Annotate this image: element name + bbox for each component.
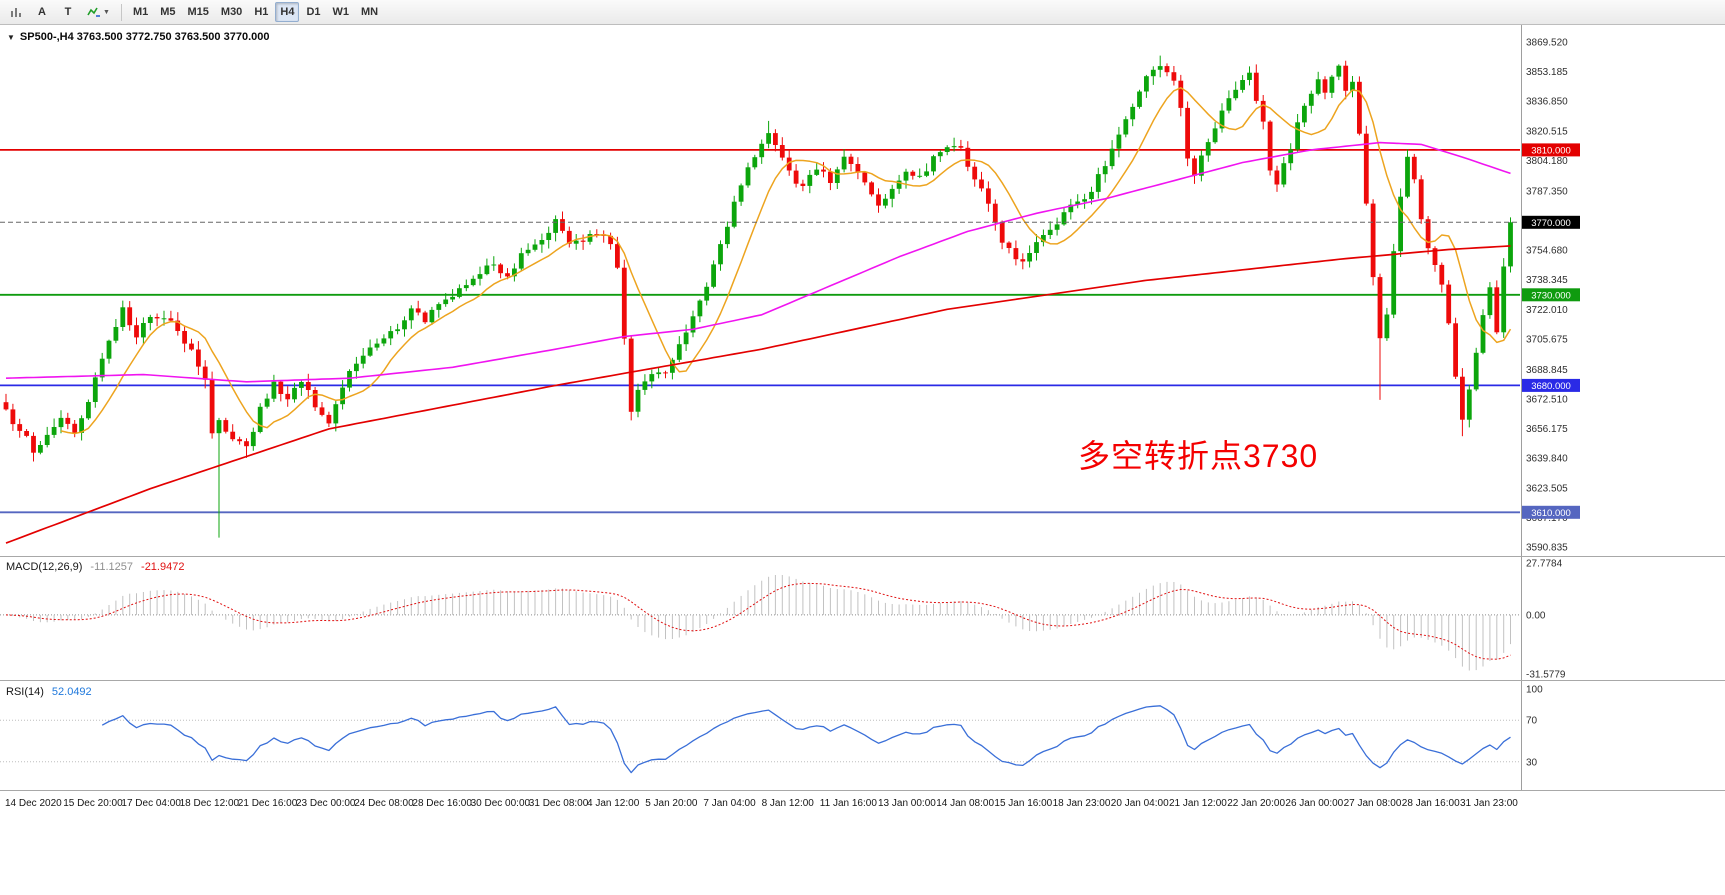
svg-text:3639.840: 3639.840	[1526, 454, 1568, 465]
svg-text:3590.835: 3590.835	[1526, 543, 1568, 554]
timeframe-button-d1[interactable]: D1	[301, 2, 325, 22]
svg-text:-31.5779: -31.5779	[1526, 670, 1566, 681]
indicator-zigzag-icon	[87, 7, 100, 17]
svg-text:18 Dec 12:00: 18 Dec 12:00	[180, 798, 240, 809]
main-toolbar: A T ▼ M1 M5 M15 M30 H1 H4 D1 W1 MN	[0, 0, 1725, 25]
rsi-title: RSI(14)	[6, 686, 44, 698]
svg-text:17 Dec 04:00: 17 Dec 04:00	[121, 798, 181, 809]
panel-separators	[0, 556, 1725, 791]
svg-text:3610.000: 3610.000	[1531, 508, 1571, 519]
svg-text:3836.850: 3836.850	[1526, 97, 1568, 108]
svg-text:5 Jan 20:00: 5 Jan 20:00	[645, 798, 698, 809]
svg-text:3722.010: 3722.010	[1526, 305, 1568, 316]
timeframe-button-m1[interactable]: M1	[128, 2, 153, 22]
svg-text:30: 30	[1526, 757, 1538, 768]
timeframe-button-m5[interactable]: M5	[155, 2, 180, 22]
timeframe-button-w1[interactable]: W1	[328, 2, 355, 22]
arrow-tool-button[interactable]: A	[30, 2, 54, 22]
svg-text:0.00: 0.00	[1526, 610, 1546, 621]
svg-text:21 Jan 12:00: 21 Jan 12:00	[1169, 798, 1227, 809]
dropdown-caret-icon: ▼	[103, 8, 110, 16]
timeframe-button-m15[interactable]: M15	[183, 2, 214, 22]
svg-text:31 Dec 08:00: 31 Dec 08:00	[529, 798, 589, 809]
svg-text:22 Jan 20:00: 22 Jan 20:00	[1227, 798, 1285, 809]
macd-signal-value: -21.9472	[141, 561, 185, 573]
text-tool-button[interactable]: T	[56, 2, 80, 22]
chart-icon	[10, 8, 21, 17]
svg-text:27 Jan 08:00: 27 Jan 08:00	[1344, 798, 1402, 809]
svg-text:3869.520: 3869.520	[1526, 38, 1568, 49]
chart-canvas[interactable]: 3869.520 3853.185 3836.850 3820.515 3804.180…	[0, 25, 1725, 895]
price-axis: 3869.520 3853.185 3836.850 3820.515 3804.180…	[1521, 25, 1580, 790]
svg-text:4 Jan 12:00: 4 Jan 12:00	[587, 798, 640, 809]
toolbar-separator	[120, 3, 122, 21]
svg-text:3787.350: 3787.350	[1526, 186, 1568, 197]
rsi-panel: 100 70 30	[0, 685, 1543, 774]
svg-text:18 Jan 23:00: 18 Jan 23:00	[1053, 798, 1111, 809]
svg-text:11 Jan 16:00: 11 Jan 16:00	[820, 798, 878, 809]
svg-text:28 Dec 16:00: 28 Dec 16:00	[412, 798, 472, 809]
timeframe-button-h4[interactable]: H4	[275, 2, 300, 22]
svg-text:3770.000: 3770.000	[1531, 218, 1571, 229]
svg-text:3754.680: 3754.680	[1526, 246, 1568, 257]
svg-text:8 Jan 12:00: 8 Jan 12:00	[762, 798, 815, 809]
svg-text:100: 100	[1526, 685, 1543, 696]
svg-text:3656.175: 3656.175	[1526, 424, 1568, 435]
timeframe-button-h1[interactable]: H1	[249, 2, 273, 22]
svg-text:3623.505: 3623.505	[1526, 483, 1568, 494]
text-tool-label: T	[64, 6, 72, 18]
svg-text:3804.180: 3804.180	[1526, 156, 1568, 167]
rsi-value: 52.0492	[51, 686, 92, 698]
chart-cursor-button[interactable]	[4, 2, 28, 22]
svg-text:26 Jan 00:00: 26 Jan 00:00	[1285, 798, 1343, 809]
rsi-header: RSI(14) 52.0492	[6, 686, 92, 698]
indicators-dropdown-button[interactable]: ▼	[82, 2, 115, 22]
svg-text:27.7784: 27.7784	[1526, 559, 1563, 570]
svg-text:20 Jan 04:00: 20 Jan 04:00	[1111, 798, 1169, 809]
symbol-ohlc-text: SP500-,H4 3763.500 3772.750 3763.500 377…	[19, 31, 270, 43]
svg-text:7 Jan 04:00: 7 Jan 04:00	[703, 798, 756, 809]
svg-text:3810.000: 3810.000	[1531, 145, 1571, 156]
svg-text:3853.185: 3853.185	[1526, 67, 1568, 78]
macd-header: MACD(12,26,9) -11.1257 -21.9472	[6, 561, 184, 573]
svg-text:3820.515: 3820.515	[1526, 126, 1568, 137]
timeframe-button-mn[interactable]: MN	[356, 2, 383, 22]
svg-text:21 Dec 16:00: 21 Dec 16:00	[238, 798, 298, 809]
chart-symbol-header: ▼ SP500-,H4 3763.500 3772.750 3763.500 3…	[7, 31, 269, 43]
timeframe-group: M1 M5 M15 M30 H1 H4 D1 W1 MN	[127, 2, 384, 22]
svg-text:23 Dec 00:00: 23 Dec 00:00	[296, 798, 356, 809]
svg-text:14 Jan 08:00: 14 Jan 08:00	[936, 798, 994, 809]
svg-text:24 Dec 08:00: 24 Dec 08:00	[354, 798, 414, 809]
svg-text:30 Dec 00:00: 30 Dec 00:00	[471, 798, 531, 809]
svg-text:13 Jan 00:00: 13 Jan 00:00	[878, 798, 936, 809]
svg-text:3730.000: 3730.000	[1531, 290, 1571, 301]
symbol-caret-icon[interactable]: ▼	[7, 32, 15, 42]
macd-title: MACD(12,26,9)	[6, 561, 83, 573]
svg-text:31 Jan 23:00: 31 Jan 23:00	[1460, 798, 1518, 809]
timeframe-button-m30[interactable]: M30	[216, 2, 247, 22]
svg-text:70: 70	[1526, 716, 1538, 727]
svg-text:3680.000: 3680.000	[1531, 381, 1571, 392]
macd-panel: 27.7784 0.00 -31.5779	[0, 559, 1566, 681]
svg-text:3672.510: 3672.510	[1526, 395, 1568, 406]
candles-layer	[3, 55, 1513, 538]
svg-text:28 Jan 16:00: 28 Jan 16:00	[1402, 798, 1460, 809]
macd-main-value: -11.1257	[90, 561, 134, 573]
ma-lines	[5, 87, 1512, 544]
svg-text:3705.675: 3705.675	[1526, 334, 1568, 345]
svg-text:14 Dec 2020: 14 Dec 2020	[5, 798, 62, 809]
svg-text:3738.345: 3738.345	[1526, 275, 1568, 286]
svg-text:3688.845: 3688.845	[1526, 365, 1568, 376]
svg-text:15 Dec 20:00: 15 Dec 20:00	[63, 798, 123, 809]
svg-text:15 Jan 16:00: 15 Jan 16:00	[994, 798, 1052, 809]
chart-annotation-text: 多空转折点3730	[1078, 438, 1319, 474]
arrow-tool-label: A	[38, 6, 46, 18]
